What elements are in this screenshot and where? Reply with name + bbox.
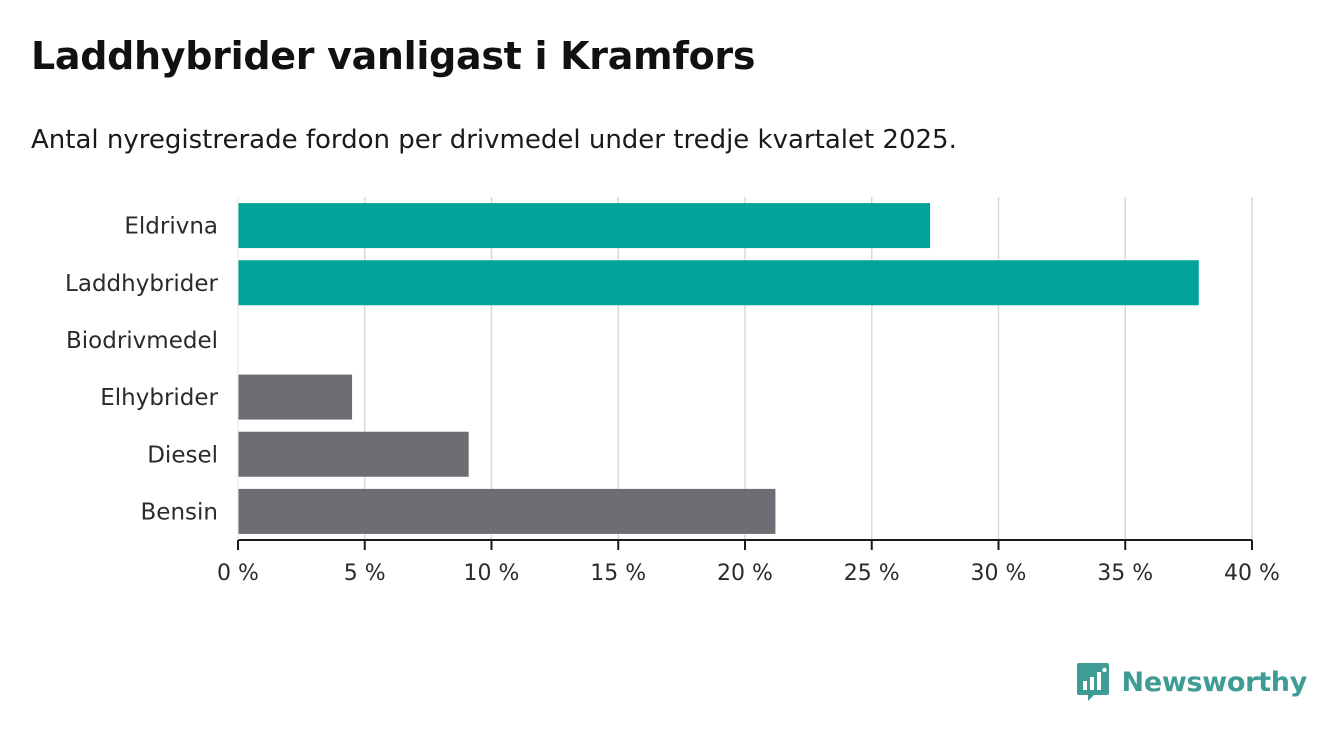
x-tick-label-40: 40 % <box>1224 561 1280 586</box>
gridlines <box>364 197 1253 540</box>
bars <box>238 203 1199 534</box>
x-tick-label-0: 0 % <box>217 561 259 586</box>
x-tick-label-25: 25 % <box>844 561 900 586</box>
x-tick-label-15: 15 % <box>590 561 646 586</box>
newsworthy-logo-icon <box>1076 663 1109 701</box>
brand-logo: Newsworthy <box>1076 662 1307 702</box>
chart-title: Laddhybrider vanligast i Kramfors <box>31 34 756 78</box>
category-label-diesel: Diesel <box>147 442 218 468</box>
x-tick-label-5: 5 % <box>344 561 386 586</box>
bar-diesel <box>238 431 469 477</box>
x-tick-label-30: 30 % <box>971 561 1027 586</box>
x-tick-label-35: 35 % <box>1097 561 1153 586</box>
category-label-eldrivna: Eldrivna <box>124 214 218 240</box>
category-labels: Eldrivna Laddhybrider Biodrivmedel Elhybrid… <box>65 214 218 526</box>
chart-subtitle: Antal nyregistrerade fordon per drivmede… <box>31 125 957 155</box>
category-label-bensin: Bensin <box>141 499 218 525</box>
bar-chart: 0 % 5 % 10 % 15 % 20 % 25 % 30 % 35 % 40 % Eldri… <box>65 197 1280 586</box>
x-axis: 0 % 5 % 10 % 15 % 20 % 25 % 30 % 35 % 40 % <box>217 197 1280 586</box>
x-tick-label-20: 20 % <box>717 561 773 586</box>
category-label-elhybrider: Elhybrider <box>100 385 218 411</box>
category-label-biodrivmedel: Biodrivmedel <box>66 328 218 354</box>
bar-eldrivna <box>238 203 931 249</box>
x-tick-label-10: 10 % <box>464 561 520 586</box>
bar-elhybrider <box>238 374 353 420</box>
category-label-laddhybrider: Laddhybrider <box>65 271 218 297</box>
bar-laddhybrider <box>238 260 1199 306</box>
brand-name: Newsworthy <box>1121 666 1308 698</box>
bar-bensin <box>238 488 776 534</box>
